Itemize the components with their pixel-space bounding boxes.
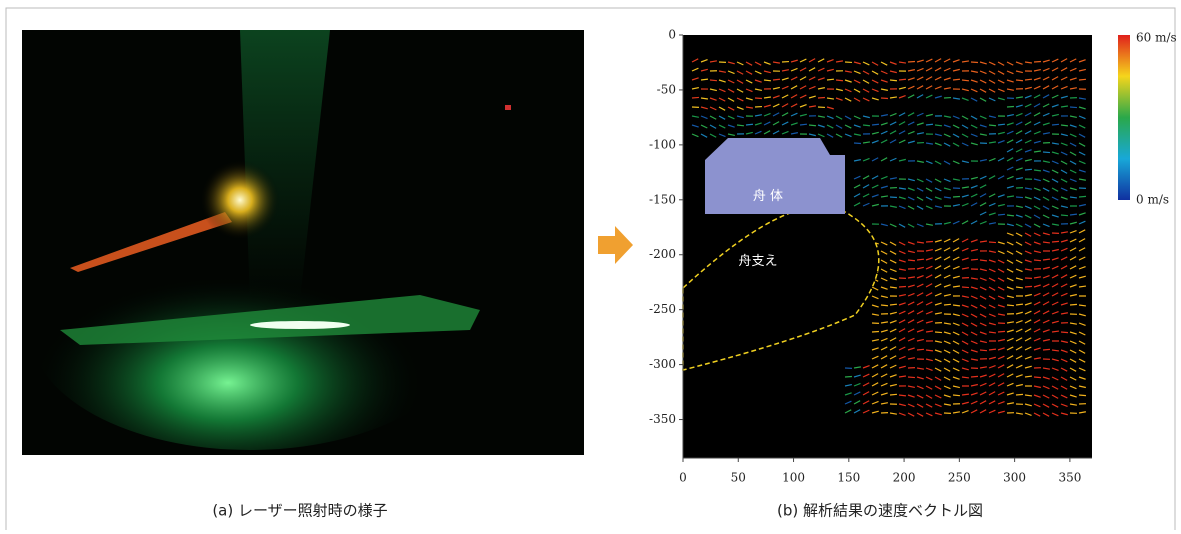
vector xyxy=(962,80,969,81)
vector xyxy=(971,62,978,63)
vector xyxy=(764,80,771,81)
vector xyxy=(908,260,915,261)
vector xyxy=(890,394,897,395)
vector xyxy=(746,124,753,125)
vector xyxy=(935,332,942,333)
x-tick-label: 100 xyxy=(782,471,805,485)
vector xyxy=(926,241,933,242)
colorbar-label: 0 m/s xyxy=(1136,193,1169,207)
x-tick-label: 150 xyxy=(837,471,860,485)
vector xyxy=(809,125,816,126)
vector xyxy=(998,124,1005,125)
vector xyxy=(836,80,843,81)
y-tick-label: -50 xyxy=(657,82,676,96)
vector xyxy=(989,242,996,243)
caption: (b) 解析結果の速度ベクトル図 xyxy=(777,502,983,520)
vector xyxy=(917,259,924,260)
x-tick-label: 250 xyxy=(948,471,971,485)
vector xyxy=(899,79,906,80)
vector xyxy=(692,97,699,98)
arrow xyxy=(598,226,633,264)
vector xyxy=(917,349,924,350)
vector xyxy=(1016,197,1023,198)
vector xyxy=(953,395,960,396)
vector xyxy=(1025,286,1032,287)
vector xyxy=(971,259,978,260)
colorbar xyxy=(1118,35,1130,200)
y-tick-label: 0 xyxy=(668,28,676,42)
vector xyxy=(926,124,933,125)
vector xyxy=(1070,107,1077,108)
vector xyxy=(1052,241,1059,242)
vector xyxy=(935,125,942,126)
vector xyxy=(1043,349,1050,350)
vector xyxy=(1025,169,1032,170)
vector xyxy=(773,79,780,80)
vector xyxy=(863,125,870,126)
vector xyxy=(800,124,807,125)
vector xyxy=(962,287,969,288)
annotation: 舟支え xyxy=(738,254,777,269)
vector xyxy=(890,197,897,198)
figure: (a) レーザー照射時の様子 舟 体 舟支え 0 -50 -100 -150 -200 -… xyxy=(0,0,1181,534)
vector xyxy=(953,79,960,80)
vector xyxy=(872,331,879,332)
vector xyxy=(998,214,1005,215)
vector xyxy=(1034,260,1041,261)
caption: (a) レーザー照射時の様子 xyxy=(212,502,387,520)
vector xyxy=(890,304,897,305)
y-tick-label: -100 xyxy=(649,137,676,151)
vector xyxy=(1034,61,1041,62)
vector xyxy=(1043,152,1050,153)
vector xyxy=(1007,305,1014,306)
y-tick-label: -150 xyxy=(649,192,676,206)
vector xyxy=(989,125,996,126)
x-tick-label: 200 xyxy=(893,471,916,485)
vector xyxy=(899,286,906,287)
vector xyxy=(1025,79,1032,80)
vector xyxy=(1061,332,1068,333)
x-tick-label: 50 xyxy=(731,471,746,485)
vector xyxy=(845,376,852,377)
vector xyxy=(1052,124,1059,125)
vector xyxy=(971,376,978,377)
vector xyxy=(890,80,897,81)
vector xyxy=(1079,395,1086,396)
vector xyxy=(908,377,915,378)
x-tick-label: 300 xyxy=(1003,471,1026,485)
vector xyxy=(1007,106,1014,107)
y-tick-label: -250 xyxy=(649,302,676,316)
x-tick-label: 350 xyxy=(1058,471,1081,485)
vector xyxy=(737,125,744,126)
y-tick-label: -350 xyxy=(649,412,676,426)
photo xyxy=(22,30,584,455)
vector xyxy=(1079,79,1086,80)
vector xyxy=(872,124,879,125)
annotation: 舟 体 xyxy=(753,189,783,204)
vector xyxy=(710,80,717,81)
vector xyxy=(998,331,1005,332)
y-tick-label: -200 xyxy=(649,247,676,261)
vector xyxy=(944,304,951,305)
y-tick-label: -300 xyxy=(649,357,676,371)
vector xyxy=(827,79,834,80)
vector xyxy=(1034,377,1041,378)
vector xyxy=(1070,304,1077,305)
colorbar-label: 60 m/s xyxy=(1136,31,1177,45)
vector xyxy=(1079,196,1086,197)
x-tick-label: 0 xyxy=(679,471,687,485)
vector xyxy=(1016,394,1023,395)
vector xyxy=(755,98,762,99)
vector xyxy=(1061,215,1068,216)
vector xyxy=(881,305,888,306)
vector xyxy=(980,350,987,351)
vector xyxy=(1016,80,1023,81)
vector xyxy=(953,196,960,197)
vector xyxy=(701,79,708,80)
